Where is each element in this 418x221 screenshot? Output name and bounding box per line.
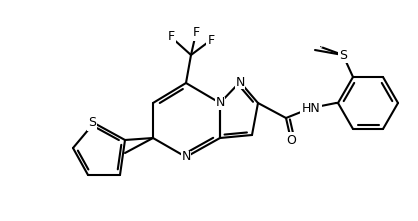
Text: F: F [168,30,175,44]
Text: F: F [192,27,199,40]
Text: S: S [339,49,347,61]
Text: S: S [316,40,322,50]
Text: N: N [215,97,225,109]
Text: HN: HN [302,101,320,114]
Text: N: N [235,76,245,88]
Text: F: F [207,34,214,46]
Text: S: S [88,116,96,130]
Text: N: N [181,151,191,164]
Text: O: O [286,133,296,147]
